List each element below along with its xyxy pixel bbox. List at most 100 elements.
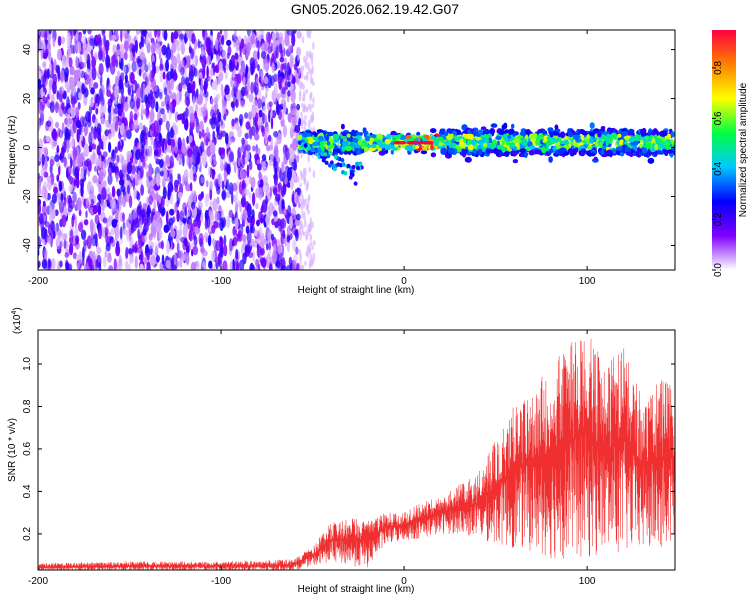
spectrogram-cell xyxy=(76,119,81,129)
spectrogram-cell xyxy=(227,137,233,146)
spectrogram-cell xyxy=(264,130,268,145)
spectrogram-cell xyxy=(246,30,251,37)
spectrogram-cell xyxy=(186,135,190,144)
spectrogram-cell xyxy=(155,222,161,232)
spectrogram-cell xyxy=(281,87,286,95)
spectrogram-cell xyxy=(303,90,306,98)
spectrogram-cell xyxy=(226,39,232,47)
spectrogram-cell xyxy=(516,144,520,149)
spectrogram-cell xyxy=(475,136,482,141)
spectrogram-cell xyxy=(126,150,132,159)
spectrogram-cell xyxy=(119,109,126,124)
spectrogram-cell xyxy=(586,134,590,140)
spectrogram-cell xyxy=(311,245,314,250)
spectrogram-cell xyxy=(225,63,230,71)
spectrogram-cell xyxy=(153,225,156,239)
spectrogram-cell xyxy=(55,64,60,74)
spectrogram-cell xyxy=(198,130,202,140)
spectrogram-cell xyxy=(306,31,310,38)
spectrogram-cell xyxy=(242,252,247,265)
spectrogram-cell xyxy=(216,185,221,195)
spectrogram-cell xyxy=(144,94,148,104)
spectrogram-cell xyxy=(440,147,448,155)
spectrogram-cell xyxy=(107,105,112,114)
spectrogram-cell xyxy=(170,138,176,148)
spectrogram-cell xyxy=(224,71,228,80)
spectrogram-cell xyxy=(90,78,94,89)
spectrogram-cell xyxy=(69,242,74,256)
spectrogram-cell xyxy=(264,58,270,72)
spectrogram-cell xyxy=(259,187,263,196)
spectrogram-cell xyxy=(59,153,62,161)
spectrogram-cell xyxy=(528,133,536,140)
spectrogram-cell xyxy=(44,30,47,44)
spectrogram-cell xyxy=(414,145,420,149)
spectrogram-cell xyxy=(141,104,144,117)
spectrogram-cell xyxy=(190,201,196,210)
spectrogram-cell xyxy=(57,35,62,47)
spectrogram-cell xyxy=(116,155,120,163)
spectrogram-cell xyxy=(48,30,52,35)
spectrogram-cell xyxy=(140,131,145,143)
spectrogram-cell xyxy=(211,224,216,234)
spectrogram-cell xyxy=(597,131,602,138)
spectrogram-cell xyxy=(42,95,46,102)
spectrogram-cell xyxy=(586,146,592,151)
spectrogram-cell xyxy=(89,219,94,233)
spectrogram-cell xyxy=(300,220,303,230)
spectrogram-cell xyxy=(158,241,164,249)
spectrogram-cell xyxy=(261,161,267,173)
spectrogram-cell xyxy=(351,129,356,135)
spectrogram-cell xyxy=(212,237,216,247)
spectrogram-cell xyxy=(300,192,303,197)
spectrogram-cell xyxy=(548,156,553,163)
spectrogram-cell xyxy=(308,243,311,252)
spectrogram-cell xyxy=(356,165,360,171)
spectrogram-cell xyxy=(173,30,179,40)
spectrogram-cell xyxy=(492,139,497,145)
spectrogram-cell xyxy=(240,100,245,108)
spectrogram-cell xyxy=(463,137,467,143)
spectrogram-cell xyxy=(53,131,58,142)
spectrogram-cell xyxy=(300,102,304,108)
spectrogram-cell xyxy=(162,112,167,123)
spectrogram-cell xyxy=(313,137,318,141)
spectrogram-cell xyxy=(72,147,78,161)
spectrogram-cell xyxy=(185,77,190,87)
spectrogram-cell xyxy=(108,265,114,270)
spectrogram-cell xyxy=(261,154,267,162)
x-tick-label: 100 xyxy=(579,576,596,587)
spectrogram-cell xyxy=(346,133,351,138)
spectrogram-cell xyxy=(51,208,56,220)
spectrogram-cell xyxy=(576,129,581,135)
spectrogram-cell xyxy=(176,209,180,223)
spectrogram-cell xyxy=(299,231,302,241)
spectrogram-cell xyxy=(325,134,330,142)
spectrogram-cell xyxy=(101,160,105,169)
spectrogram-cell xyxy=(144,64,149,73)
spectrogram-cell xyxy=(506,141,510,146)
spectrogram-cell xyxy=(256,219,260,227)
colorbar-tick-label: 0.2 xyxy=(713,212,724,226)
spectrogram-cell xyxy=(164,138,167,151)
spectrogram-cell xyxy=(89,38,94,46)
spectrogram-cell xyxy=(317,135,324,142)
spectrogram-cell xyxy=(298,80,302,90)
spectrogram-cell xyxy=(107,164,113,176)
spectrogram-cell xyxy=(348,175,353,180)
spectrogram-cell xyxy=(261,213,265,223)
spectrogram-cell xyxy=(225,132,229,145)
spectrogram-cell xyxy=(80,229,87,240)
spectrogram-cell xyxy=(299,182,303,188)
y-tick-label: 1.0 xyxy=(22,357,33,371)
spectrogram-cell xyxy=(664,135,669,141)
spectrogram-cell xyxy=(46,120,52,127)
spectrogram-cell xyxy=(48,86,52,98)
spectrogram-cell xyxy=(117,70,120,78)
spectrogram-cell xyxy=(154,210,161,218)
spectrogram-cell xyxy=(68,237,72,244)
spectrogram-cell xyxy=(227,45,232,56)
spectrogram-cell xyxy=(123,101,129,112)
spectrogram-cell xyxy=(647,130,652,137)
